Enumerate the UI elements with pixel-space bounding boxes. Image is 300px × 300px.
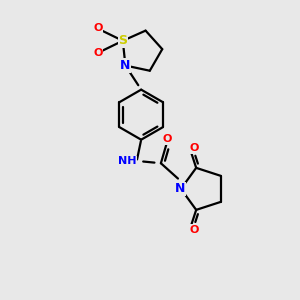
Text: N: N — [120, 59, 130, 72]
Text: O: O — [189, 225, 199, 235]
Text: NH: NH — [118, 157, 136, 166]
Text: O: O — [93, 48, 103, 59]
Text: S: S — [118, 34, 127, 47]
Text: O: O — [189, 143, 199, 153]
Text: N: N — [175, 182, 185, 195]
Text: O: O — [163, 134, 172, 144]
Text: O: O — [93, 23, 103, 33]
